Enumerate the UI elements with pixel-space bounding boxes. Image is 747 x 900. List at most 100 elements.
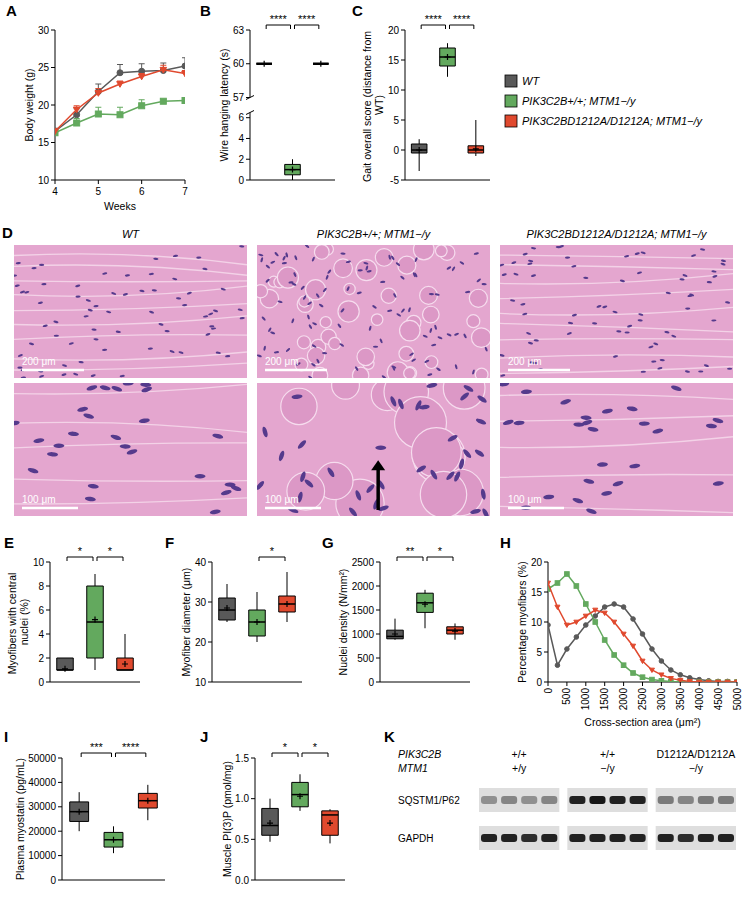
significance: * bbox=[438, 545, 443, 557]
nucleus bbox=[194, 474, 205, 479]
nucleus bbox=[20, 290, 26, 294]
marker bbox=[555, 605, 560, 609]
y-title-line: Plasma myostatin (pg/mL) bbox=[14, 758, 26, 880]
fiber bbox=[297, 336, 310, 349]
nucleus bbox=[318, 303, 324, 308]
nucleus bbox=[99, 384, 111, 391]
x-tick bbox=[718, 682, 719, 686]
y-tick-label: 30 bbox=[195, 597, 207, 608]
nucleus bbox=[651, 360, 656, 362]
marker bbox=[182, 98, 185, 104]
y-tick bbox=[46, 610, 50, 611]
box bbox=[322, 811, 339, 835]
fiber-border bbox=[14, 304, 247, 311]
nucleus bbox=[211, 327, 216, 330]
y-axis bbox=[250, 113, 251, 181]
nucleus bbox=[257, 480, 265, 491]
nucleus bbox=[257, 354, 262, 358]
marker bbox=[649, 668, 654, 672]
axis-break bbox=[246, 111, 254, 115]
band-label: GAPDH bbox=[398, 833, 434, 844]
marker bbox=[555, 663, 560, 668]
micrograph bbox=[500, 383, 733, 516]
nucleus bbox=[429, 293, 434, 295]
fiber-border bbox=[14, 265, 247, 275]
nucleus bbox=[120, 375, 125, 378]
y-tick bbox=[401, 60, 405, 61]
band bbox=[630, 796, 646, 804]
nucleus bbox=[225, 355, 230, 358]
y-tick bbox=[251, 880, 255, 881]
nucleus bbox=[415, 464, 427, 474]
x-tick-label: 5000 bbox=[732, 688, 743, 711]
band bbox=[501, 796, 517, 804]
nucleus bbox=[14, 420, 20, 426]
plot-area bbox=[262, 774, 339, 843]
y-tick-label: 5 bbox=[536, 647, 542, 658]
nucleus bbox=[322, 352, 327, 354]
nucleus bbox=[164, 330, 169, 333]
nucleus bbox=[500, 374, 505, 377]
mean bbox=[445, 54, 451, 60]
scale-bar-label: 200 μm bbox=[22, 356, 56, 367]
nucleus bbox=[110, 434, 122, 442]
nucleus bbox=[87, 308, 93, 311]
nucleus bbox=[47, 452, 58, 457]
box bbox=[70, 802, 89, 822]
nucleus bbox=[682, 274, 688, 278]
significance-bracket bbox=[116, 753, 146, 757]
nucleus bbox=[400, 275, 405, 280]
mean bbox=[392, 631, 398, 637]
fiber bbox=[329, 337, 341, 349]
scale-bar-label: 100 μm bbox=[508, 494, 542, 505]
nucleus bbox=[176, 297, 181, 300]
nucleus bbox=[712, 274, 718, 278]
marker bbox=[564, 623, 569, 627]
band bbox=[569, 834, 585, 842]
nucleus bbox=[311, 344, 317, 349]
fiber-border bbox=[500, 394, 733, 399]
fiber bbox=[381, 288, 396, 303]
nucleus bbox=[85, 496, 97, 502]
nucleus bbox=[123, 383, 134, 386]
fiber bbox=[314, 245, 329, 259]
nucleus bbox=[41, 283, 46, 286]
nucleus bbox=[187, 291, 193, 295]
nucleus bbox=[373, 346, 378, 348]
y-axis bbox=[62, 758, 63, 880]
nucleus bbox=[706, 423, 717, 428]
nucleus bbox=[459, 261, 465, 266]
nucleus bbox=[368, 326, 372, 332]
nucleus bbox=[602, 305, 608, 309]
nucleus bbox=[528, 260, 533, 263]
mean bbox=[416, 147, 422, 153]
y-tick-label: 10 bbox=[388, 85, 400, 96]
significance-bracket bbox=[450, 25, 474, 29]
band bbox=[718, 796, 734, 804]
nucleus bbox=[568, 322, 573, 325]
panel-letter: J bbox=[200, 728, 208, 745]
band bbox=[678, 796, 694, 804]
nucleus bbox=[640, 251, 646, 255]
y-axis bbox=[212, 562, 213, 682]
x-tick bbox=[566, 682, 567, 686]
y-tick-label: 0 bbox=[368, 677, 374, 688]
nucleus bbox=[451, 266, 456, 272]
column-title: PIK3C2BD1212A/D1212A; MTM1−/y bbox=[526, 228, 708, 240]
x-tick-label: 4000 bbox=[694, 688, 705, 711]
marker bbox=[55, 130, 58, 136]
y-tick bbox=[246, 117, 250, 118]
nucleus bbox=[365, 265, 369, 271]
y-tick bbox=[376, 610, 380, 611]
nucleus bbox=[265, 264, 270, 269]
nucleus bbox=[372, 305, 378, 310]
nucleus bbox=[711, 319, 716, 321]
y-tick bbox=[51, 67, 55, 68]
nucleus bbox=[556, 246, 561, 248]
nucleus bbox=[75, 295, 80, 297]
significance: **** bbox=[453, 13, 471, 25]
box bbox=[417, 593, 434, 612]
fiber bbox=[332, 383, 360, 399]
nucleus bbox=[39, 374, 45, 378]
plot-area bbox=[548, 572, 737, 682]
